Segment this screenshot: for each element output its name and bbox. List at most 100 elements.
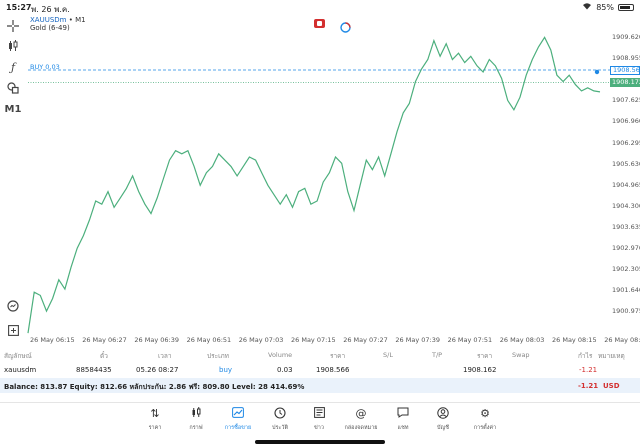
status-date: พ. 26 พ.ค. [31,5,70,14]
home-indicator [255,440,385,444]
nav-chart-label: กราฟ [189,425,203,431]
zoom-icon[interactable] [4,298,22,314]
row-time: 05.26 08:27 [136,366,179,374]
nav-settings-label: การตั้งค่า [473,425,497,431]
price-tick: 1900.975 [612,307,640,316]
nav-mailbox[interactable]: @ กล่องจดหมาย [341,407,381,432]
time-tick: 26 May 07:39 [395,336,440,344]
header-tp: T/P [432,351,443,359]
nav-news-label: ข่าว [314,425,324,431]
time-tick: 26 May 07:15 [291,336,336,344]
buy-line-handle[interactable] [594,69,600,75]
price-tick: 1901.640 [612,286,640,295]
nav-account-label: บัญชี [437,425,449,431]
crosshair-icon[interactable] [4,18,22,34]
header-current-price: ราคา [477,352,493,360]
balance-bar: Balance: 813.87 Equity: 812.66 หลักประกั… [0,378,640,393]
symbol-name: XAUUSDm [30,16,67,24]
price-tick: 1908.955 [612,54,640,63]
status-right: 85% [582,2,634,12]
time-tick: 26 May 07:03 [238,336,284,344]
total-profit: -1.21 [578,382,599,390]
bottom-navigation: ⇅ ราคา กราฟ การซื้อขาย ประวัติ ข่าว @ กล… [0,402,640,447]
row-ticket: 88584435 [76,366,112,374]
current-price-tag: 1908.172 [610,78,640,87]
time-tick: 26 May 06:27 [82,336,127,344]
timeframe-button[interactable]: M1 [4,103,22,115]
nav-quotes-label: ราคา [148,425,162,431]
flag-icon[interactable] [314,19,325,28]
battery-icon [618,3,634,11]
price-tick: 1909.620 [612,33,640,41]
row-volume: 0.03 [277,366,293,374]
time-tick: 26 May 06:51 [186,336,232,344]
price-tick: 1903.635 [612,222,640,231]
chart-symbol: XAUUSDm • M1 [30,16,86,24]
time-tick: 26 May 08:27 [604,336,640,344]
nav-news[interactable]: ข่าว [299,407,339,432]
nav-chat-label: แชท [397,425,409,431]
nav-history-label: ประวัติ [271,425,289,431]
header-price: ราคา [330,352,346,360]
time-tick: 26 May 06:39 [134,336,179,344]
header-swap: Swap [512,351,530,359]
header-type: ประเภท [207,352,229,360]
battery-percent: 85% [596,2,614,12]
chart-icon [176,407,216,421]
price-line [27,36,601,334]
nav-quotes[interactable]: ⇅ ราคา [135,407,175,432]
settings-icon: ⚙ [480,407,490,420]
quotes-icon: ⇅ [150,407,160,420]
time-tick: 26 May 07:27 [343,336,388,344]
price-tick: 1904.300 [612,201,640,210]
positions-table-header: สัญลักษณ์ ตั๋ว เวลา ประเภท Volume ราคา S… [0,348,640,362]
header-symbol: สัญลักษณ์ [4,352,32,360]
header-time: เวลา [158,352,172,360]
nav-chart[interactable]: กราฟ [176,407,216,432]
time-tick: 26 May 07:51 [447,336,493,344]
header-profit: กำไร [578,352,593,360]
nav-account[interactable]: บัญชี [423,407,463,432]
function-icon[interactable]: ƒ [10,60,16,74]
news-icon [299,407,339,421]
balance-summary: Balance: 813.87 Equity: 812.66 หลักประกั… [4,383,305,391]
buy-line-label: BUY 0.03 [30,63,60,71]
time-tick: 26 May 08:15 [552,336,597,344]
row-profit: -1.21 [579,366,598,374]
mailbox-icon: @ [355,407,367,420]
account-currency: USD [603,382,620,390]
nav-settings[interactable]: ⚙ การตั้งค่า [465,407,505,432]
position-row[interactable]: xauusdm 88584435 05.26 08:27 buy 0.03 19… [0,363,640,377]
row-current-price: 1908.162 [463,366,497,374]
symbol-description: Gold (6-49) [30,24,70,32]
header-sl: S/L [383,351,393,359]
price-tick: 1906.960 [612,117,640,126]
price-tick: 1905.630 [612,159,640,168]
price-tick: 1904.965 [612,180,640,189]
price-chart[interactable] [0,0,640,345]
buy-price-tag: 1908.566 [610,66,640,75]
row-open-price: 1908.566 [316,366,350,374]
nav-trade[interactable]: การซื้อขาย [218,407,258,432]
account-icon [423,407,463,421]
status-bar: 15:27 พ. 26 พ.ค. 85% [0,0,640,14]
add-icon[interactable] [4,322,22,338]
header-comment: หมายเหตุ [598,352,625,360]
price-tick: 1907.625 [612,96,640,105]
row-type: buy [219,366,233,374]
time-tick: 26 May 08:03 [499,336,545,344]
shapes-icon[interactable] [4,80,22,96]
status-time: 15:27 [6,3,32,12]
price-tick: 1902.305 [612,265,640,274]
nav-trade-label: การซื้อขาย [224,425,252,431]
candlestick-icon[interactable] [4,38,22,54]
nav-mailbox-label: กล่องจดหมาย [344,425,378,431]
time-tick: 26 May 06:15 [30,336,75,344]
price-tick: 1906.295 [612,138,640,147]
row-symbol: xauusdm [4,366,37,374]
nav-chat[interactable]: แชท [383,407,423,432]
history-icon [260,407,300,421]
nav-history[interactable]: ประวัติ [260,407,300,432]
header-ticket: ตั๋ว [100,352,108,360]
one-click-trading-icon[interactable] [340,18,351,37]
